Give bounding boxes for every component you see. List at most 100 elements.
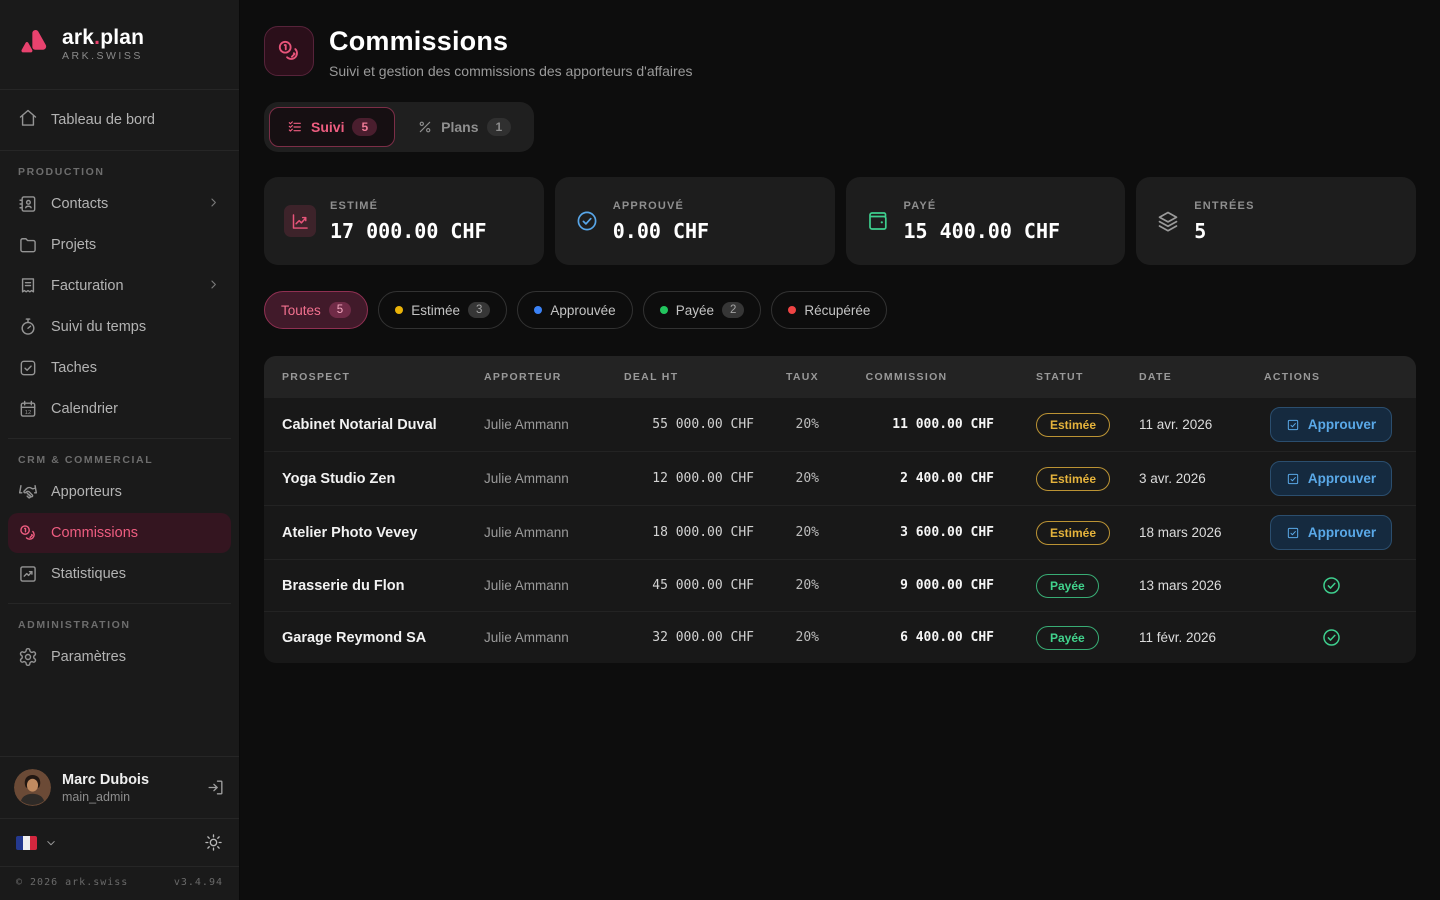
stat-value: 17 000.00 CHF	[330, 218, 487, 243]
coins-icon	[18, 523, 38, 543]
check-icon	[1286, 526, 1300, 540]
prospect-cell: Garage Reymond SA	[282, 629, 427, 646]
wallet-icon	[866, 209, 890, 233]
col-header-prospect: PROSPECT	[282, 371, 351, 383]
sidebar-item-commissions[interactable]: Commissions	[8, 513, 231, 553]
prospect-cell: Atelier Photo Vevey	[282, 524, 418, 541]
col-header-apporteur: APPORTEUR	[484, 371, 562, 383]
language-selector[interactable]	[16, 835, 58, 850]
sidebar-item-taches[interactable]: Taches	[8, 348, 231, 388]
sidebar-footer: © 2026 ark.swiss v3.4.94	[0, 866, 239, 900]
sidebar-section: ADMINISTRATION Paramètres	[8, 619, 231, 686]
actions-cell: Approuver	[1264, 452, 1398, 505]
statut-cell: Payée	[994, 573, 1139, 598]
avatar	[14, 769, 51, 806]
filter-label: Approuvée	[550, 302, 616, 318]
taux-cell: 20%	[795, 578, 819, 593]
sidebar-item-contacts[interactable]: Contacts	[8, 184, 231, 224]
approve-button[interactable]: Approuver	[1269, 407, 1393, 442]
invoice-icon	[18, 276, 38, 296]
table-header: PROSPECT APPORTEUR DEAL HT TAUX COMMISSI…	[264, 356, 1416, 398]
sidebar-item-label: Projets	[51, 237, 97, 253]
col-header-actions: ACTIONS	[1264, 371, 1321, 383]
status-badge: Estimée	[1036, 466, 1111, 491]
sidebar-item-label: Tableau de bord	[51, 112, 155, 128]
stat-value: 0.00 CHF	[612, 218, 710, 243]
tab-count-badge: 1	[486, 118, 512, 136]
stat-card-entrées: ENTRÉES 5	[1136, 177, 1416, 265]
user-name: Marc Dubois	[62, 771, 150, 788]
apporteur-cell: Julie Ammann	[484, 630, 569, 645]
date-cell: 11 févr. 2026	[1139, 630, 1217, 645]
language-block	[0, 818, 239, 866]
stat-card-payé: PAYÉ 15 400.00 CHF	[845, 177, 1126, 265]
sidebar-item-label: Facturation	[51, 278, 124, 294]
status-filters: Toutes 5 Estimée 3 Approuvée Payée 2 Récupérée	[264, 291, 1416, 329]
sidebar-item-dashboard[interactable]: Tableau de bord	[8, 100, 231, 140]
filter-toutes[interactable]: Toutes 5	[264, 291, 369, 329]
filter-label: Toutes	[281, 302, 321, 318]
home-icon	[18, 108, 38, 132]
page-title: Commissions	[329, 26, 509, 56]
deal-cell: 45 000.00 CHF	[652, 578, 754, 593]
sidebar-item-calendrier[interactable]: 12 Calendrier	[8, 389, 231, 429]
filter-approuv-e[interactable]: Approuvée	[517, 291, 633, 329]
table-row: Yoga Studio Zen Julie Ammann 12 000.00 CHF…	[264, 451, 1416, 505]
col-header-commission: COMMISSION	[865, 371, 948, 383]
approve-button[interactable]: Approuver	[1269, 461, 1393, 496]
stat-value: 5	[1194, 218, 1207, 243]
date-cell: 13 mars 2026	[1139, 578, 1222, 593]
stat-label: ENTRÉES	[1194, 199, 1255, 212]
calendar-icon: 12	[18, 399, 38, 419]
sidebar-item-projets[interactable]: Projets	[8, 225, 231, 265]
table-row: Brasserie du Flon Julie Ammann 45 000.00 C…	[264, 559, 1416, 611]
col-header-taux: TAUX	[785, 371, 819, 383]
table-row: Garage Reymond SA Julie Ammann 32 000.00 C…	[264, 611, 1416, 663]
statut-cell: Estimée	[994, 466, 1139, 491]
sidebar-section: CRM & COMMERCIAL Apporteurs Commissions Sta…	[8, 454, 231, 604]
sidebar-item-suivi-du-temps[interactable]: Suivi du temps	[8, 307, 231, 347]
stat-text: ESTIMÉ 17 000.00 CHF	[330, 200, 487, 243]
table-body: Cabinet Notarial Duval Julie Ammann 55 000…	[264, 398, 1416, 663]
user-block: Marc Dubois main_admin	[0, 756, 239, 818]
page-header: Commissions Suivi et gestion des commiss…	[264, 26, 1416, 79]
sidebar-item-label: Suivi du temps	[51, 319, 147, 335]
sidebar-item-apporteurs[interactable]: Apporteurs	[8, 472, 231, 512]
filter-r-cup-r-e[interactable]: Récupérée	[771, 291, 888, 329]
handshake-icon	[18, 482, 38, 502]
commission-cell: 9 000.00 CHF	[900, 578, 994, 593]
deal-cell: 12 000.00 CHF	[652, 471, 754, 486]
check-icon	[1286, 418, 1300, 432]
commission-cell: 2 400.00 CHF	[900, 471, 994, 486]
approve-button[interactable]: Approuver	[1269, 515, 1393, 550]
section-title: CRM & COMMERCIAL	[18, 454, 154, 466]
stat-label: PAYÉ	[903, 199, 937, 212]
approve-label: Approuver	[1307, 417, 1377, 432]
sidebar-item-label: Contacts	[51, 196, 109, 212]
taux-cell: 20%	[795, 525, 819, 540]
gear-icon	[18, 647, 38, 667]
sidebar-item-statistiques[interactable]: Statistiques	[8, 554, 231, 594]
filter-pay-e[interactable]: Payée 2	[642, 291, 762, 329]
sidebar-item-label: Taches	[51, 360, 97, 376]
theme-toggle-sun-icon[interactable]	[204, 833, 223, 852]
sidebar-item-facturation[interactable]: Facturation	[8, 266, 231, 306]
filter-label: Payée	[675, 302, 714, 318]
taux-cell: 20%	[795, 417, 819, 432]
statut-cell: Estimée	[994, 520, 1139, 545]
actions-cell: Approuver	[1264, 506, 1398, 559]
stat-label: ESTIMÉ	[330, 199, 379, 212]
status-badge: Payée	[1036, 573, 1099, 598]
date-cell: 18 mars 2026	[1139, 525, 1222, 540]
filter-estim-e[interactable]: Estimée 3	[378, 291, 508, 329]
paid-check-circle-icon	[1321, 575, 1342, 596]
apporteur-cell: Julie Ammann	[484, 525, 569, 540]
chevron-down-icon	[44, 836, 58, 850]
check-square-icon	[18, 358, 38, 378]
deal-cell: 18 000.00 CHF	[652, 525, 754, 540]
sidebar-item-param-tres[interactable]: Paramètres	[8, 637, 231, 677]
logout-icon[interactable]	[206, 778, 225, 797]
tab-suivi[interactable]: Suivi 5	[269, 107, 396, 147]
tab-plans[interactable]: Plans 1	[399, 107, 529, 147]
sidebar-item-label: Paramètres	[51, 649, 126, 665]
